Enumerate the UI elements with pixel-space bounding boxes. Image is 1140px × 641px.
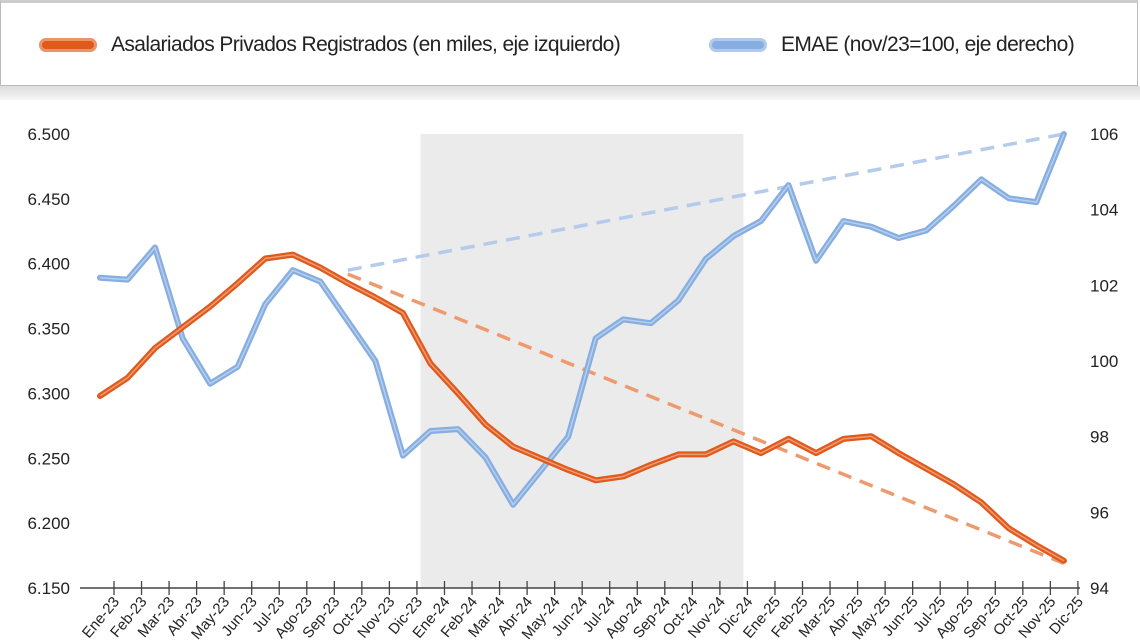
legend-item-emae: EMAE (nov/23=100, eje derecho) bbox=[709, 33, 1075, 57]
series-line-asalariados bbox=[97, 251, 1067, 564]
y-left-tick-label: 6.200 bbox=[27, 514, 70, 533]
series-highlight bbox=[99, 253, 1065, 562]
y-right-tick-label: 94 bbox=[1090, 579, 1109, 598]
y-right-tick-label: 96 bbox=[1090, 503, 1109, 522]
y-right-tick-label: 100 bbox=[1090, 352, 1118, 371]
divider bbox=[0, 86, 1140, 100]
shaded-period bbox=[420, 134, 744, 588]
y-left-tick-label: 6.350 bbox=[27, 320, 70, 339]
legend: Asalariados Privados Registrados (en mil… bbox=[0, 0, 1138, 86]
legend-item-asalariados: Asalariados Privados Registrados (en mil… bbox=[39, 33, 621, 57]
legend-swatch-blue bbox=[709, 38, 767, 52]
y-left-tick-label: 6.450 bbox=[27, 190, 70, 209]
legend-label: Asalariados Privados Registrados (en mil… bbox=[111, 33, 621, 56]
y-right-tick-label: 102 bbox=[1090, 276, 1118, 295]
trend-line-0 bbox=[347, 272, 1065, 565]
y-left-tick-label: 6.400 bbox=[27, 255, 70, 274]
legend-label: EMAE (nov/23=100, eje derecho) bbox=[781, 33, 1075, 56]
y-left-tick-label: 6.300 bbox=[27, 384, 70, 403]
legend-swatch-orange bbox=[39, 38, 97, 52]
series-line-emae bbox=[97, 131, 1067, 508]
y-right-tick-label: 98 bbox=[1090, 428, 1109, 447]
y-left-tick-label: 6.500 bbox=[27, 125, 70, 144]
y-right-tick-label: 104 bbox=[1090, 201, 1118, 220]
trend-line-1 bbox=[347, 132, 1065, 272]
series-highlight bbox=[99, 133, 1065, 506]
y-left-tick-label: 6.250 bbox=[27, 449, 70, 468]
y-right-tick-label: 106 bbox=[1090, 125, 1118, 144]
y-left-tick-label: 6.150 bbox=[27, 579, 70, 598]
